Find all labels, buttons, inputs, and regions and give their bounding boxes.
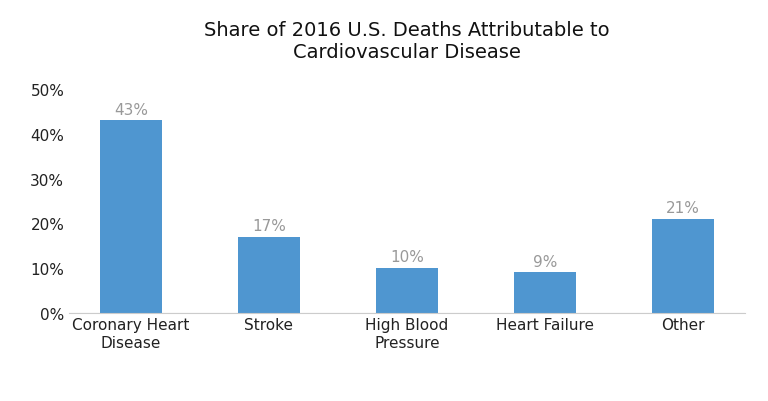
- Bar: [514, 273, 576, 313]
- Title: Share of 2016 U.S. Deaths Attributable to
Cardiovascular Disease: Share of 2016 U.S. Deaths Attributable t…: [204, 21, 610, 62]
- Bar: [376, 268, 438, 313]
- Text: 10%: 10%: [390, 250, 424, 265]
- Text: 17%: 17%: [252, 219, 286, 233]
- Bar: [652, 219, 714, 313]
- Text: 21%: 21%: [666, 200, 700, 216]
- Text: 9%: 9%: [533, 254, 558, 269]
- Text: 43%: 43%: [114, 103, 148, 117]
- Bar: [100, 121, 162, 313]
- Bar: [238, 237, 300, 313]
